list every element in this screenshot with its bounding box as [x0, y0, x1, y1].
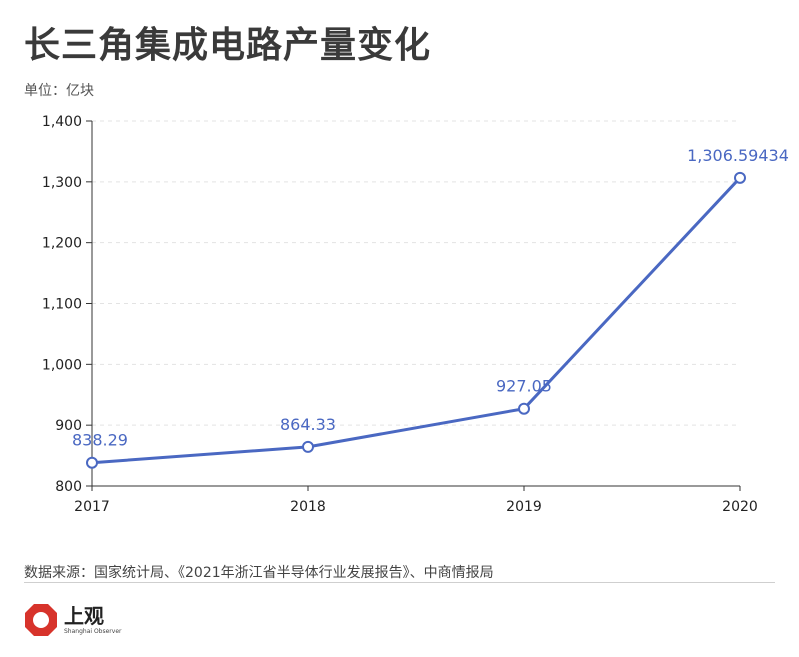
data-point: [86, 456, 98, 469]
data-label: 838.29: [72, 431, 128, 450]
y-tick-label: 900: [55, 418, 82, 434]
y-tick-label: 1,300: [42, 175, 82, 191]
y-tick-label: 1,200: [42, 236, 82, 252]
x-tick-label: 2019: [506, 499, 542, 515]
y-tick-label: 1,400: [42, 114, 82, 130]
data-label: 927.05: [496, 377, 552, 396]
data-source: 数据来源：国家统计局、《2021年浙江省半导体行业发展报告》、中商情报局: [24, 565, 494, 581]
series-line: [91, 176, 742, 465]
grid-lines: [92, 120, 740, 426]
x-tick-label: 2020: [722, 499, 758, 515]
y-axis: 800 900 1,000 1,100 1,200 1,300 1,400: [42, 114, 93, 495]
y-tick-label: 1,100: [42, 297, 82, 313]
data-label: 1,306.59434: [687, 146, 789, 165]
x-tick-label: 2018: [290, 499, 326, 515]
y-tick-label: 1,000: [42, 357, 82, 373]
line-chart: 800 900 1,000 1,100 1,200 1,300 1,400 2017 2018…: [42, 114, 789, 515]
unit-label: 单位：亿块: [24, 83, 94, 99]
data-point: [518, 402, 530, 415]
logo: 上观 Shanghai Observer: [24, 600, 121, 640]
y-tick-label: 800: [55, 479, 82, 495]
logo-name-en: Shanghai Observer: [64, 627, 122, 635]
shanghai-observer-logo-icon: [25, 604, 57, 636]
x-axis: 2017 2018 2019 2020: [74, 485, 758, 515]
data-label: 864.33: [280, 415, 336, 434]
chart-title: 长三角集成电路产量变化: [24, 25, 432, 66]
data-point: [302, 440, 314, 453]
x-tick-label: 2017: [74, 499, 110, 515]
logo-name-cn: 上观: [64, 603, 104, 628]
data-point: [734, 171, 746, 184]
footer-divider: [24, 582, 775, 583]
series-layer: 838.29 864.33 927.05 1,306.59434: [72, 146, 789, 469]
